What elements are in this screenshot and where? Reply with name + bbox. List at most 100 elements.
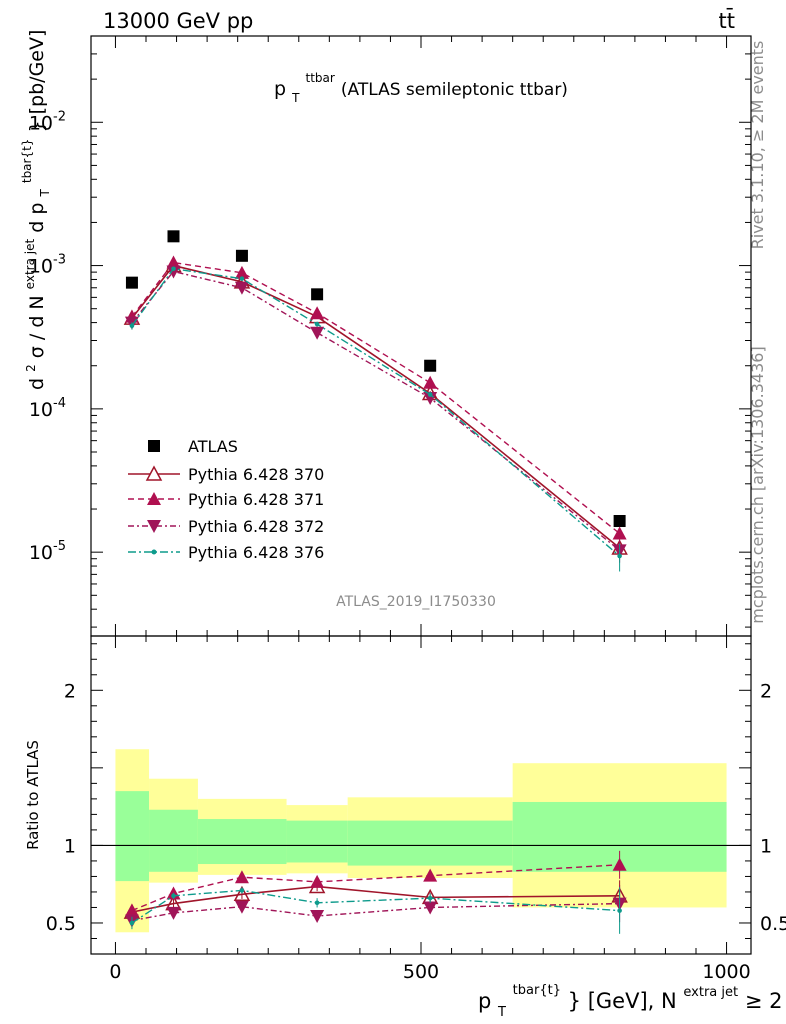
main-point-3 — [423, 392, 438, 406]
main-y-tick-label: 10-3 — [29, 253, 66, 278]
ratio-band-inner — [115, 791, 150, 882]
main-y-tick-base: 10 — [29, 256, 53, 278]
ratio-point-3 — [427, 895, 433, 901]
main-point-0 — [311, 288, 324, 301]
ratio-series-line-1 — [131, 864, 620, 912]
main-point-2 — [234, 265, 249, 279]
analysis-watermark: ATLAS_2019_I1750330 — [336, 594, 496, 610]
main-ticks: 10-510-410-310-2 — [29, 35, 751, 636]
ratio-point-1 — [423, 868, 438, 882]
legend-label-372: Pythia 6.428 372 — [188, 517, 324, 536]
main-series-line-4 — [131, 268, 621, 557]
ratio-y-tick-label-left: 1 — [64, 835, 76, 857]
ylabel-d: d — [26, 378, 48, 390]
ratio-x-tick-label: 0 — [109, 961, 121, 983]
legend-marker-371 — [147, 492, 161, 505]
legend-marker-370 — [145, 465, 163, 481]
main-y-tick-base: 10 — [29, 542, 53, 564]
ylabel-tbar: tbar{t} — [20, 139, 34, 184]
ratio-band-inner — [197, 819, 287, 865]
ratio-point-3 — [239, 888, 245, 893]
main-series-line-2 — [131, 261, 621, 535]
ylabel-extra-jet: extra jet — [23, 239, 37, 290]
ratio-x-tick-label: 500 — [403, 961, 439, 983]
ratio-series-line-3 — [131, 889, 620, 924]
main-point-3 — [166, 265, 181, 279]
ylabel-dp: d p — [26, 203, 48, 233]
main-y-tick-base: 10 — [29, 112, 53, 134]
plot-title-sup: ttbar — [306, 71, 335, 85]
legend-marker-376 — [151, 549, 157, 555]
ylabel-sigma: σ / d N — [26, 295, 48, 358]
ratio-point-1 — [234, 870, 249, 884]
legend-label-371: Pythia 6.428 371 — [188, 490, 324, 509]
ratio-point-1 — [612, 857, 627, 871]
ratio-point-0 — [233, 885, 251, 902]
ratio-point-2 — [166, 906, 181, 920]
plot-title-p: p — [274, 78, 286, 100]
main-point-4 — [427, 392, 433, 397]
main-point-3 — [234, 281, 249, 295]
ratio-x-tick-label: 1000 — [702, 961, 750, 983]
ratio-y-tick-label-left: 2 — [64, 680, 76, 702]
ratio-series-line-2 — [131, 902, 620, 922]
legend-marker-atlas — [148, 440, 160, 452]
main-series-line-1 — [131, 264, 621, 549]
ratio-point-2 — [423, 901, 438, 915]
main-panel: 10-510-410-310-2 p T ttbar (ATLAS semile… — [14, 30, 752, 637]
main-point-0 — [235, 249, 248, 262]
plot-title-rest: (ATLAS semileptonic ttbar) — [341, 80, 568, 100]
legend-label-376: Pythia 6.428 376 — [188, 543, 324, 562]
mcplots-label: mcplots.cern.ch [arXiv:1306.3436] — [748, 346, 767, 623]
ratio-point-3 — [617, 908, 622, 913]
main-y-tick-label: 10-4 — [29, 396, 66, 421]
legend-label-370: Pythia 6.428 370 — [188, 465, 324, 484]
ylabel-sup2: 2 — [24, 364, 38, 372]
main-plot-area — [123, 230, 628, 572]
xlabel-tbar: tbar{t} — [513, 983, 561, 998]
main-point-4 — [129, 323, 135, 329]
ratio-y-axis-label: Ratio to ATLAS — [24, 740, 42, 850]
ratio-y-tick-label-right: 0.5 — [760, 913, 786, 935]
ratio-series-line-0 — [131, 885, 620, 913]
plot-title-sub: T — [291, 91, 300, 105]
xlabel-geq: ≥ 2 — [745, 989, 783, 1013]
ratio-y-tick-label-right: 2 — [760, 680, 772, 702]
main-point-2 — [166, 255, 181, 269]
main-point-0 — [613, 515, 626, 528]
xlabel-gev: } [GeV], N — [568, 989, 677, 1013]
ratio-y-tick-label-right: 1 — [760, 835, 772, 857]
xlabel-extra-jet: extra jet — [683, 985, 738, 1000]
legend-label-atlas: ATLAS — [188, 437, 238, 456]
rivet-label: Rivet 3.1.10, ≥ 2M events — [748, 41, 767, 250]
ratio-point-2 — [310, 909, 325, 923]
main-y-tick-exp: -3 — [53, 253, 66, 268]
ratio-panel: 0.5 0.5 1 1 2 2 0 500 1000 Ratio to ATLAS p T tb… — [24, 635, 786, 1020]
main-y-tick-exp: -5 — [53, 539, 66, 554]
main-y-tick-base: 10 — [29, 399, 53, 421]
ratio-point-2 — [234, 900, 249, 914]
ratio-point-3 — [171, 893, 176, 899]
legend-marker-372 — [147, 520, 161, 533]
main-point-4 — [171, 266, 176, 272]
ratio-band-inner — [286, 820, 348, 863]
main-y-axis-label: d 2 σ / d N extra jet d p T tbar{t} } [p… — [14, 30, 54, 390]
main-y-tick-label: 10-5 — [29, 539, 66, 564]
main-point-2 — [310, 306, 325, 320]
main-point-3 — [310, 326, 325, 340]
ratio-band-inner — [149, 809, 198, 872]
ratio-y-tick-label-left: 0.5 — [46, 913, 76, 935]
main-y-tick-exp: -4 — [53, 396, 66, 411]
xlabel-p: p — [478, 989, 491, 1013]
plot-title: p T ttbar (ATLAS semileptonic ttbar) — [274, 65, 568, 107]
main-y-tick-label: 10-2 — [29, 109, 66, 134]
main-point-0 — [125, 276, 138, 289]
main-point-4 — [314, 321, 320, 327]
xlabel-T: T — [497, 1005, 506, 1020]
header-left: 13000 GeV pp — [103, 9, 253, 33]
ratio-band-inner — [347, 820, 513, 866]
main-point-4 — [617, 553, 622, 559]
main-point-2 — [612, 526, 627, 540]
main-series-line-3 — [131, 270, 621, 551]
